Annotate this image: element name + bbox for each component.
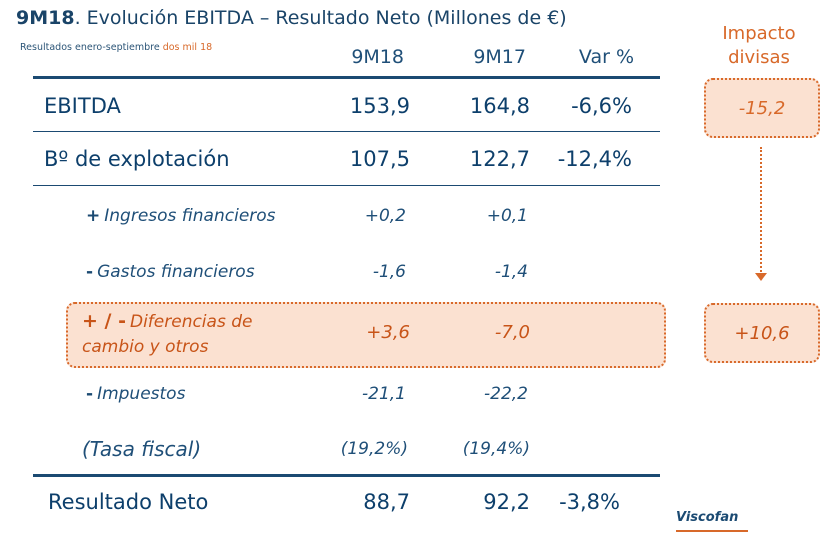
page-title: 9M18. Evolución EBITDA – Resultado Neto … bbox=[16, 7, 567, 29]
subtitle-accent: dos mil 18 bbox=[162, 42, 213, 53]
impacto-ebitda-box: -15,2 bbox=[704, 78, 820, 138]
impacto-diferencias-box: +10,6 bbox=[704, 303, 820, 363]
row-diferencias-9m18: +3,6 bbox=[366, 322, 410, 343]
row-bexp-9m18: 107,5 bbox=[349, 147, 410, 171]
row-impuestos-9m18: -21,1 bbox=[362, 384, 406, 404]
row-divider bbox=[33, 185, 660, 186]
minus-sign: - bbox=[86, 384, 94, 404]
row-ebitda-9m18: 153,9 bbox=[349, 94, 410, 118]
impacto-title: Impacto divisas bbox=[700, 22, 818, 70]
total-rule bbox=[33, 474, 660, 477]
row-bexp-9m17: 122,7 bbox=[469, 147, 530, 171]
row-ebitda-label: EBITDA bbox=[44, 94, 121, 118]
header-rule bbox=[33, 76, 660, 79]
row-gastos-label: - Gastos financieros bbox=[86, 262, 255, 282]
row-neto-label: Resultado Neto bbox=[48, 490, 209, 514]
row-gastos-9m17: -1,4 bbox=[494, 262, 528, 282]
row-tasa-9m18: (19,2%) bbox=[340, 439, 408, 459]
title-text: . Evolución EBITDA – Resultado Neto (Mil… bbox=[74, 7, 567, 29]
row-gastos-text: Gastos financieros bbox=[97, 262, 255, 282]
title-period: 9M18 bbox=[16, 7, 75, 29]
row-ebitda-9m17: 164,8 bbox=[469, 94, 530, 118]
row-diferencias-line1: Diferencias de bbox=[129, 312, 253, 332]
plus-minus-sign: + / - bbox=[82, 310, 126, 332]
row-diferencias-line2: cambio y otros bbox=[82, 337, 209, 357]
column-header-9m17: 9M17 bbox=[473, 46, 526, 68]
plus-sign: + bbox=[86, 206, 101, 226]
arrow-down-icon bbox=[755, 273, 767, 281]
impacto-title-line2: divisas bbox=[728, 47, 790, 68]
logo-underline bbox=[676, 530, 748, 532]
row-ingresos-9m18: +0,2 bbox=[364, 206, 406, 226]
row-tasa-9m17: (19,4%) bbox=[462, 439, 530, 459]
impacto-title-line1: Impacto bbox=[722, 23, 796, 44]
row-impuestos-text: Impuestos bbox=[97, 384, 186, 404]
row-impuestos-9m17: -22,2 bbox=[484, 384, 528, 404]
row-divider bbox=[33, 131, 660, 132]
subtitle: Resultados enero-septiembre dos mil 18 bbox=[20, 42, 212, 53]
row-ingresos-9m17: +0,1 bbox=[486, 206, 528, 226]
diferencias-highlight bbox=[66, 302, 666, 368]
column-header-var: Var % bbox=[578, 46, 634, 68]
column-header-9m18: 9M18 bbox=[351, 46, 404, 68]
impacto-diferencias-value: +10,6 bbox=[734, 322, 790, 344]
row-ingresos-label: + Ingresos financieros bbox=[86, 206, 276, 226]
row-diferencias-9m17: -7,0 bbox=[494, 322, 530, 343]
row-ingresos-text: Ingresos financieros bbox=[104, 206, 276, 226]
row-neto-var: -3,8% bbox=[559, 490, 620, 514]
row-tasa-label: (Tasa fiscal) bbox=[82, 437, 202, 461]
connector-dotted-line bbox=[760, 147, 762, 275]
row-gastos-9m18: -1,6 bbox=[372, 262, 406, 282]
row-diferencias-label: + / - Diferencias de cambio y otros bbox=[82, 309, 252, 360]
row-neto-9m17: 92,2 bbox=[483, 490, 530, 514]
row-bexp-label: Bº de explotación bbox=[44, 147, 230, 171]
impacto-ebitda-value: -15,2 bbox=[738, 97, 786, 119]
subtitle-main: Resultados enero-septiembre bbox=[20, 42, 163, 53]
row-bexp-var: -12,4% bbox=[557, 147, 632, 171]
row-neto-9m18: 88,7 bbox=[363, 490, 410, 514]
row-impuestos-label: - Impuestos bbox=[86, 384, 185, 404]
viscofan-logo: Viscofan bbox=[676, 510, 739, 525]
minus-sign: - bbox=[86, 262, 94, 282]
row-ebitda-var: -6,6% bbox=[571, 94, 632, 118]
